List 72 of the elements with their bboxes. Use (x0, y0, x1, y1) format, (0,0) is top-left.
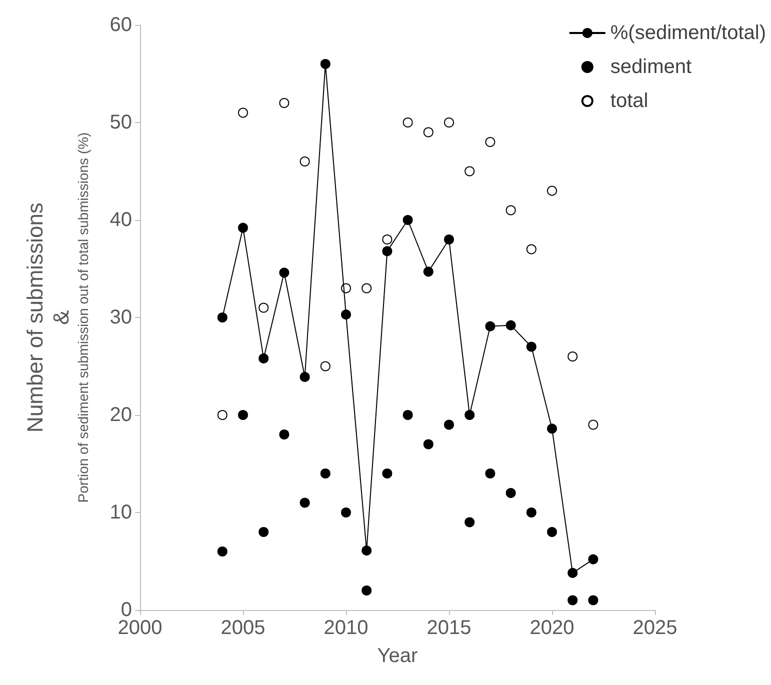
point (423, 127, 434, 138)
point (526, 342, 536, 352)
point (506, 205, 516, 216)
point (362, 283, 372, 294)
point (568, 568, 578, 578)
point (382, 234, 392, 244)
point (526, 508, 536, 518)
point (444, 118, 454, 128)
point (217, 546, 228, 556)
y-tick-label: 50 (110, 112, 132, 134)
point (547, 424, 557, 434)
point (279, 98, 290, 108)
point (217, 410, 228, 420)
point (588, 420, 598, 430)
point (485, 137, 496, 147)
point (258, 353, 269, 364)
point (258, 302, 269, 313)
point (238, 222, 248, 233)
point (568, 352, 578, 362)
point (402, 215, 413, 225)
point (588, 554, 598, 564)
point (320, 361, 330, 372)
point (382, 468, 392, 478)
point (485, 468, 496, 478)
point (506, 320, 516, 330)
point (526, 244, 536, 254)
point (402, 410, 413, 420)
point (423, 439, 434, 450)
point (238, 108, 248, 118)
point (320, 468, 330, 478)
point (464, 517, 475, 528)
y-tick-label: 60 (110, 14, 132, 36)
point (258, 527, 269, 537)
legend-label: total (610, 90, 648, 112)
x-tick-label: 2015 (426, 617, 472, 639)
x-tick-label: 2005 (220, 617, 266, 639)
legend-label: %(sediment/total) (610, 22, 766, 44)
point (279, 430, 290, 440)
y-tick-label: 10 (110, 502, 132, 524)
point (362, 586, 372, 596)
point (444, 420, 454, 430)
point (464, 410, 475, 420)
point (547, 527, 557, 537)
point (217, 312, 228, 322)
x-tick-label: 2025 (632, 617, 678, 639)
point (568, 595, 578, 606)
point (382, 246, 392, 256)
point (341, 508, 351, 518)
point (238, 410, 248, 420)
point (423, 266, 434, 277)
point (341, 310, 351, 320)
point (444, 234, 454, 244)
x-axis-title: Year (377, 645, 418, 667)
point (402, 118, 413, 128)
point (485, 321, 496, 332)
legend-label: sediment (610, 56, 692, 78)
y-tick-label: 20 (110, 404, 132, 426)
y-tick-label: 30 (110, 306, 132, 328)
y-tick-label: 40 (110, 209, 132, 231)
point (547, 186, 557, 196)
point (464, 166, 475, 176)
y-axis-title: Number of submissions & Portion of sediment submission out of total submissions (%) (22, 132, 91, 503)
point (300, 372, 310, 382)
point (279, 268, 290, 278)
point (362, 546, 372, 556)
point (588, 595, 598, 606)
point (506, 488, 516, 498)
point (300, 498, 310, 508)
point (320, 59, 330, 69)
x-tick-label: 2020 (530, 617, 574, 639)
point (300, 156, 310, 166)
x-tick-label: 2010 (324, 617, 368, 639)
